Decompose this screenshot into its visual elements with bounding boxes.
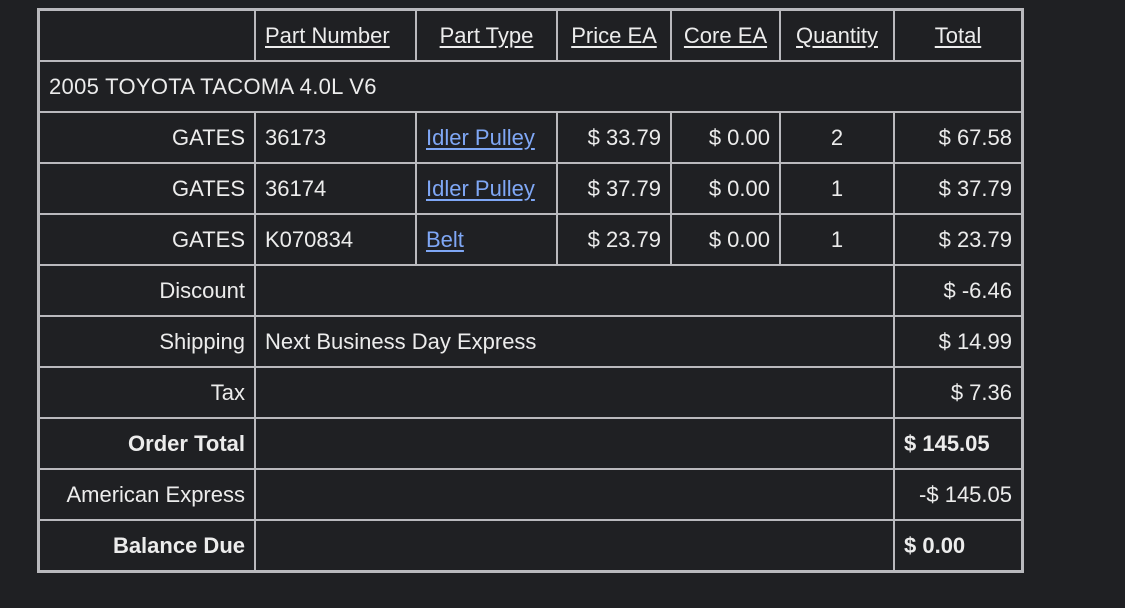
- item-part-number: 36173: [255, 112, 416, 163]
- shipping-method: Next Business Day Express: [255, 316, 894, 367]
- header-price-ea[interactable]: Price EA: [557, 10, 671, 61]
- tax-row: Tax $ 7.36: [39, 367, 1022, 418]
- item-core: $ 0.00: [671, 214, 780, 265]
- discount-label: Discount: [39, 265, 255, 316]
- item-brand: GATES: [39, 112, 255, 163]
- header-empty-cell: [39, 10, 255, 61]
- item-total: $ 23.79: [894, 214, 1022, 265]
- header-row: Part Number Part Type Price EA Core EA Q…: [39, 10, 1022, 61]
- order-summary-table: Part Number Part Type Price EA Core EA Q…: [37, 8, 1024, 573]
- sort-price-ea-link[interactable]: Price EA: [571, 22, 657, 48]
- header-part-number[interactable]: Part Number: [255, 10, 416, 61]
- item-part-type: Belt: [416, 214, 557, 265]
- item-core: $ 0.00: [671, 112, 780, 163]
- item-price: $ 37.79: [557, 163, 671, 214]
- item-price: $ 33.79: [557, 112, 671, 163]
- item-part-number: K070834: [255, 214, 416, 265]
- payment-value: -$ 145.05: [894, 469, 1022, 520]
- header-core-ea[interactable]: Core EA: [671, 10, 780, 61]
- tax-detail: [255, 367, 894, 418]
- sort-part-number-link[interactable]: Part Number: [265, 22, 390, 48]
- tax-label: Tax: [39, 367, 255, 418]
- order-total-label: Order Total: [39, 418, 255, 469]
- part-type-link[interactable]: Idler Pulley: [426, 175, 535, 201]
- item-part-type: Idler Pulley: [416, 163, 557, 214]
- table-row: GATES K070834 Belt $ 23.79 $ 0.00 1 $ 23…: [39, 214, 1022, 265]
- table-row: GATES 36173 Idler Pulley $ 33.79 $ 0.00 …: [39, 112, 1022, 163]
- vehicle-row: 2005 TOYOTA TACOMA 4.0L V6: [39, 61, 1022, 112]
- vehicle-title: 2005 TOYOTA TACOMA 4.0L V6: [39, 61, 1022, 112]
- balance-due-detail: [255, 520, 894, 571]
- header-total[interactable]: Total: [894, 10, 1022, 61]
- discount-detail: [255, 265, 894, 316]
- sort-part-type-link[interactable]: Part Type: [439, 22, 534, 48]
- item-part-number: 36174: [255, 163, 416, 214]
- order-total-row: Order Total $ 145.05: [39, 418, 1022, 469]
- item-quantity: 2: [780, 112, 894, 163]
- payment-detail: [255, 469, 894, 520]
- shipping-label: Shipping: [39, 316, 255, 367]
- sort-core-ea-link[interactable]: Core EA: [683, 22, 768, 48]
- item-brand: GATES: [39, 163, 255, 214]
- payment-method-label: American Express: [39, 469, 255, 520]
- item-total: $ 67.58: [894, 112, 1022, 163]
- item-total: $ 37.79: [894, 163, 1022, 214]
- shipping-row: Shipping Next Business Day Express $ 14.…: [39, 316, 1022, 367]
- item-brand: GATES: [39, 214, 255, 265]
- tax-value: $ 7.36: [894, 367, 1022, 418]
- sort-quantity-link[interactable]: Quantity: [796, 22, 878, 48]
- sort-total-link[interactable]: Total: [934, 22, 982, 48]
- balance-due-value: $ 0.00: [894, 520, 1022, 571]
- table-row: GATES 36174 Idler Pulley $ 37.79 $ 0.00 …: [39, 163, 1022, 214]
- item-quantity: 1: [780, 163, 894, 214]
- discount-value: $ -6.46: [894, 265, 1022, 316]
- item-part-type: Idler Pulley: [416, 112, 557, 163]
- part-type-link[interactable]: Belt: [426, 226, 464, 252]
- balance-due-label: Balance Due: [39, 520, 255, 571]
- part-type-link[interactable]: Idler Pulley: [426, 124, 535, 150]
- item-core: $ 0.00: [671, 163, 780, 214]
- order-total-detail: [255, 418, 894, 469]
- discount-row: Discount $ -6.46: [39, 265, 1022, 316]
- item-quantity: 1: [780, 214, 894, 265]
- shipping-value: $ 14.99: [894, 316, 1022, 367]
- order-total-value: $ 145.05: [894, 418, 1022, 469]
- header-part-type[interactable]: Part Type: [416, 10, 557, 61]
- payment-row: American Express -$ 145.05: [39, 469, 1022, 520]
- item-price: $ 23.79: [557, 214, 671, 265]
- header-quantity[interactable]: Quantity: [780, 10, 894, 61]
- balance-due-row: Balance Due $ 0.00: [39, 520, 1022, 571]
